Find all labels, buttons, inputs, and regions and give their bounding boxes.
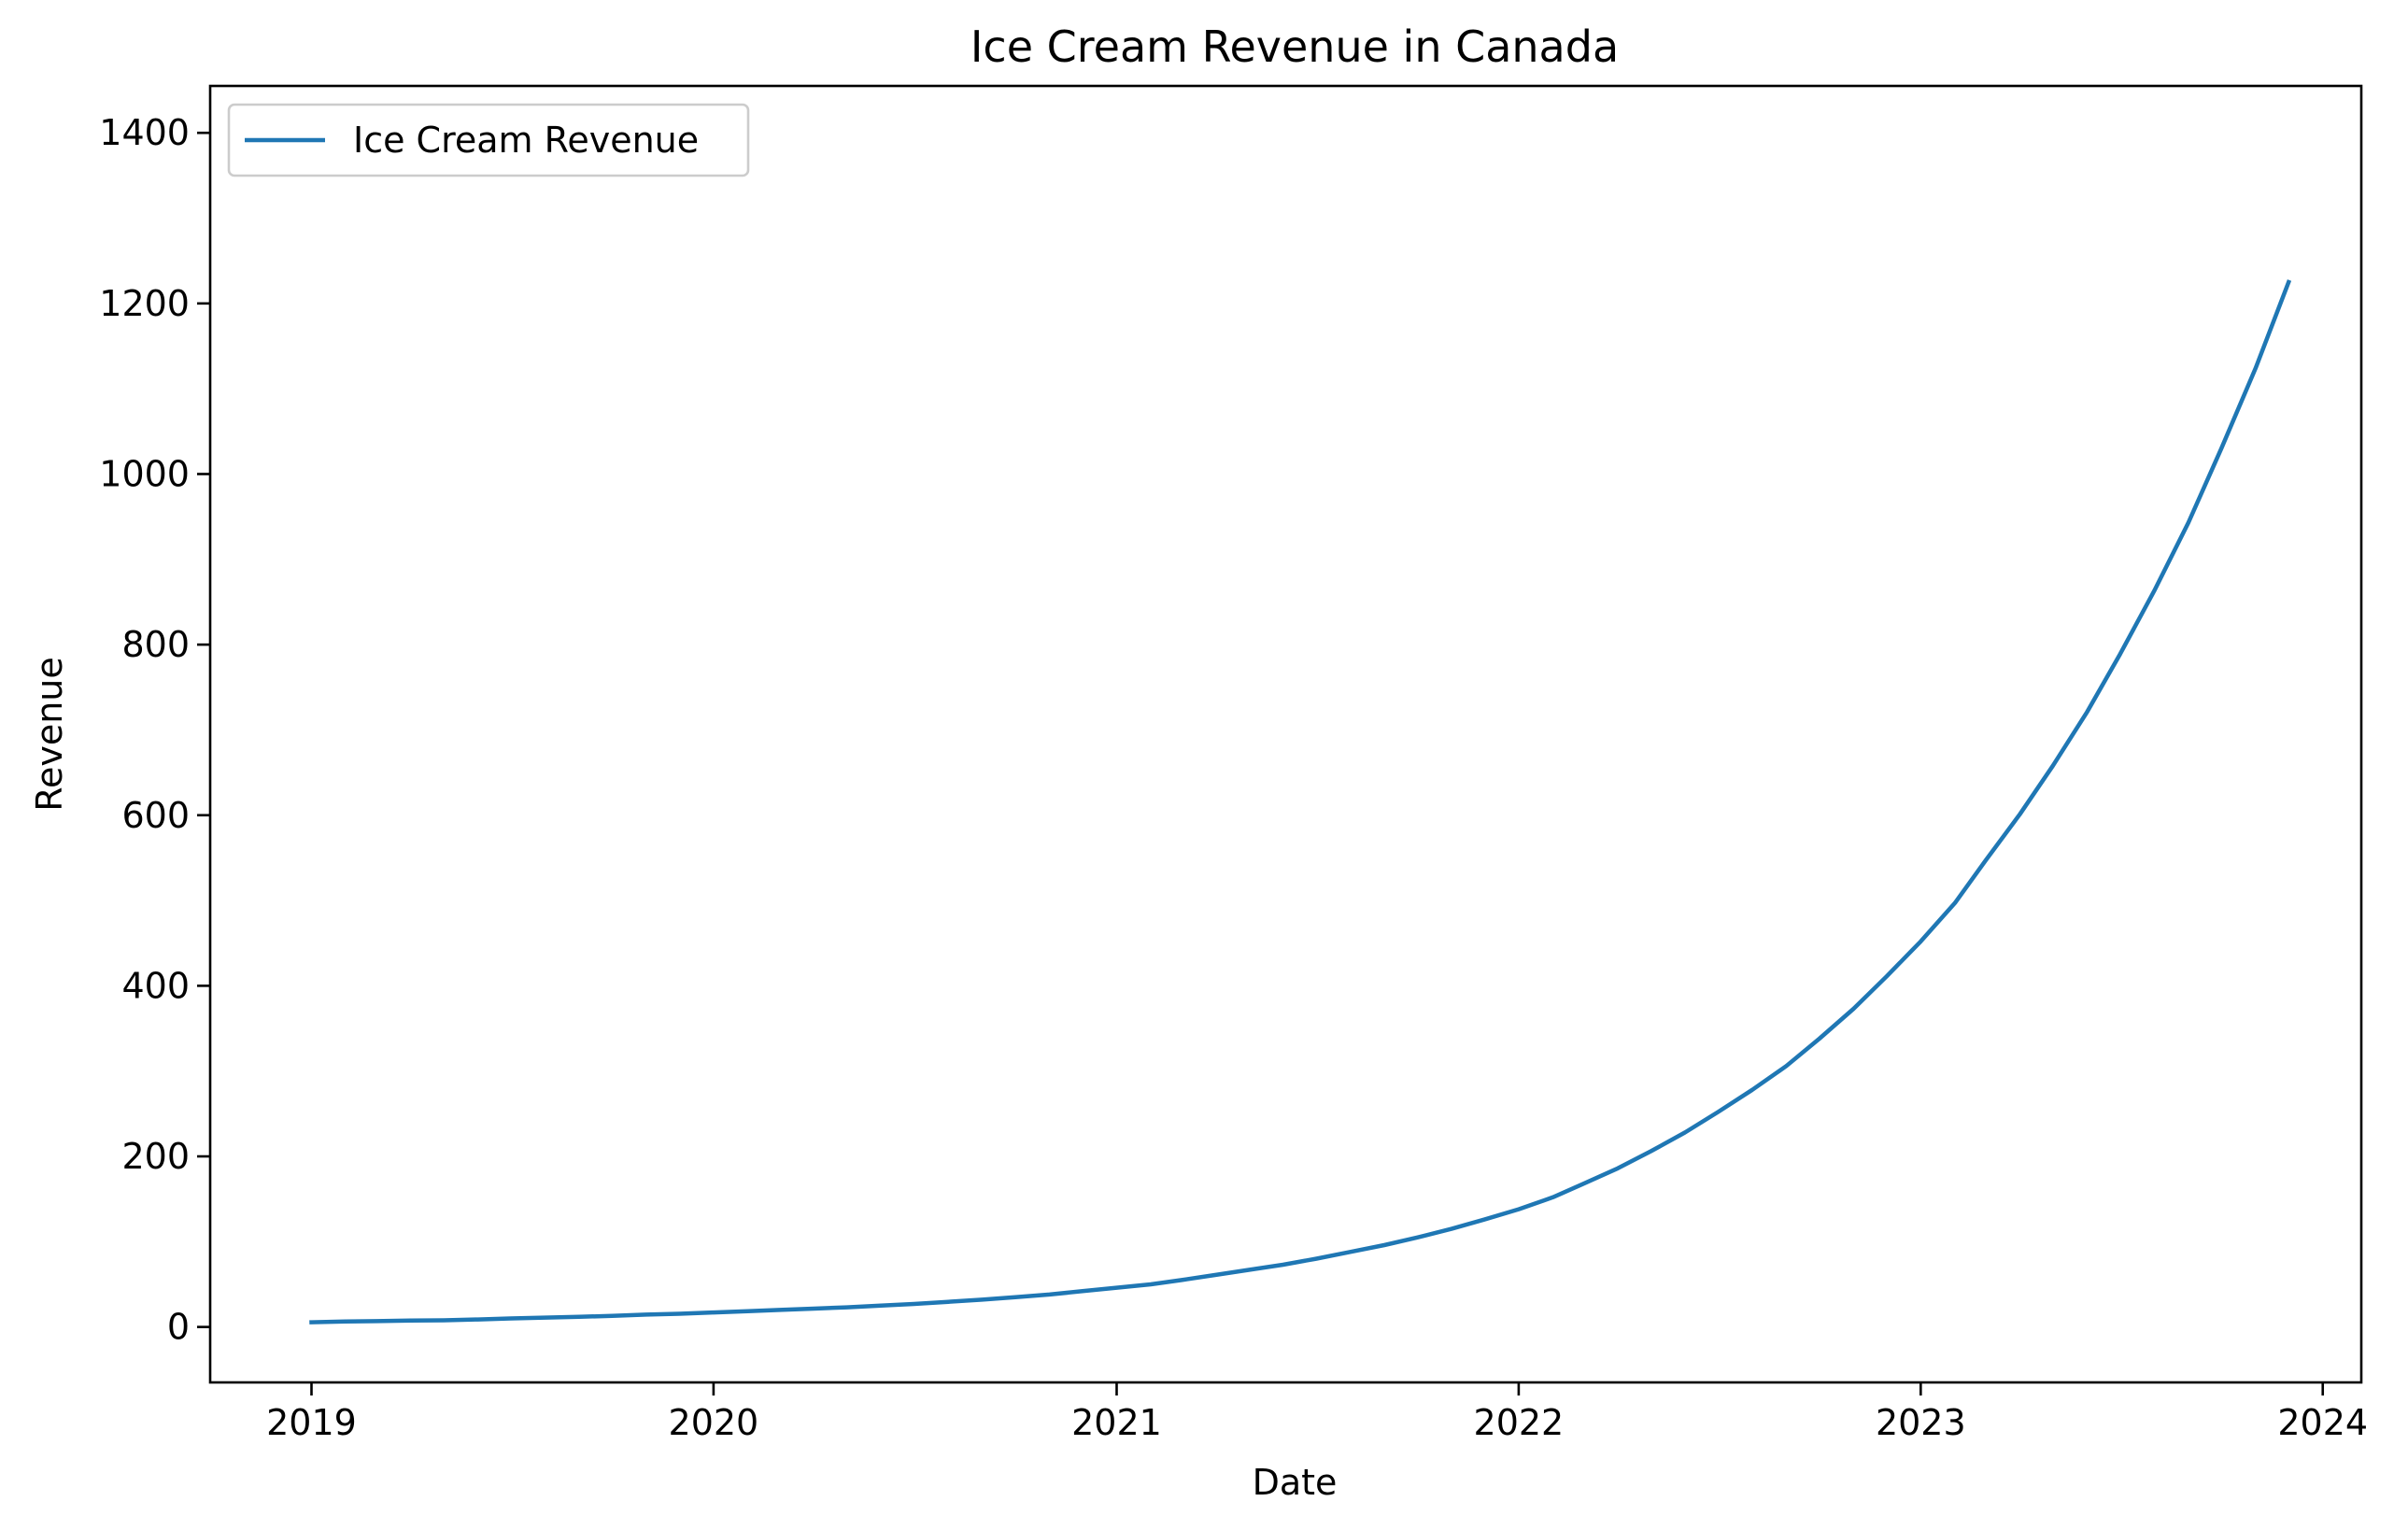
x-tick-label: 2020: [669, 1402, 759, 1443]
y-tick-label: 1200: [99, 283, 190, 324]
y-axis-ticks: 0 200 400 600 800 1000 1200 1400: [99, 112, 210, 1348]
y-tick-label: 600: [121, 795, 190, 836]
legend: Ice Cream Revenue: [227, 103, 750, 177]
y-tick-label: 1400: [99, 112, 190, 153]
x-axis-label: Date: [1253, 1462, 1338, 1503]
x-tick-label: 2022: [1474, 1402, 1565, 1443]
x-axis-ticks: 2019 2020 2021 2022 2023 2024: [266, 1382, 2368, 1443]
series-layer: [309, 279, 2292, 1325]
chart-title: Ice Cream Revenue in Canada: [970, 21, 1619, 72]
legend-label: Ice Cream Revenue: [353, 120, 699, 161]
series-line: [309, 279, 2292, 1325]
y-tick-label: 200: [121, 1136, 190, 1177]
x-tick-label: 2024: [2277, 1402, 2368, 1443]
axes-frame: [208, 84, 2363, 1384]
x-tick-label: 2021: [1071, 1402, 1162, 1443]
y-tick-label: 0: [167, 1307, 190, 1348]
y-tick-label: 800: [121, 624, 190, 665]
x-tick-label: 2019: [266, 1402, 357, 1443]
x-tick-label: 2023: [1876, 1402, 1966, 1443]
legend-box: [227, 103, 750, 177]
y-tick-label: 400: [121, 965, 190, 1006]
y-axis-label: Revenue: [29, 657, 70, 812]
y-tick-label: 1000: [99, 453, 190, 494]
